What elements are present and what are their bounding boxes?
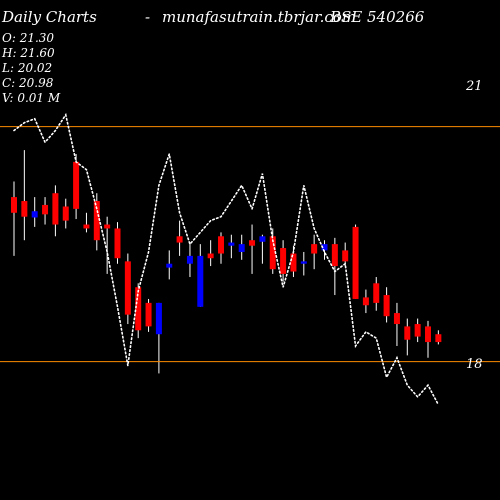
overlay-line-layer bbox=[13, 112, 440, 406]
lower-level-label: 18 bbox=[466, 357, 483, 372]
levels-layer bbox=[0, 126, 500, 363]
close-value: C: 20.98 bbox=[2, 76, 54, 90]
candle-body bbox=[166, 263, 173, 268]
candle-body bbox=[135, 287, 142, 331]
candle-body bbox=[300, 261, 307, 264]
site-name: munafasutrain.tbrjar.com bbox=[162, 8, 357, 26]
candle-body bbox=[331, 244, 338, 267]
symbol-label: BSE 540266 bbox=[330, 8, 425, 26]
candle-body bbox=[383, 295, 390, 317]
chart-title: Daily Charts bbox=[2, 8, 97, 26]
candle-body bbox=[176, 236, 183, 243]
overlay-line bbox=[13, 112, 440, 406]
candle-body bbox=[207, 253, 214, 259]
candle-body bbox=[342, 250, 349, 262]
candle-body bbox=[52, 193, 59, 225]
candle-body bbox=[42, 204, 49, 215]
upper-level-label: 21 bbox=[466, 79, 483, 94]
candle-body bbox=[186, 255, 193, 264]
candle-body bbox=[259, 236, 266, 242]
candle-body bbox=[352, 226, 359, 299]
candle-body bbox=[280, 248, 287, 274]
volume-value: V: 0.01 M bbox=[2, 91, 61, 105]
candle-body bbox=[197, 255, 204, 307]
low-value: L: 20.02 bbox=[2, 61, 53, 75]
header-dash: - bbox=[145, 8, 151, 26]
candle-body bbox=[249, 240, 256, 246]
candle-body bbox=[228, 242, 235, 246]
candle-body bbox=[73, 161, 80, 209]
candle-body bbox=[93, 201, 100, 241]
candle-body bbox=[362, 297, 369, 306]
candles-layer bbox=[11, 150, 442, 374]
candle-body bbox=[155, 302, 162, 335]
candle-body bbox=[114, 228, 121, 259]
candle-body bbox=[83, 224, 90, 229]
candle-body bbox=[21, 201, 28, 217]
candle-body bbox=[404, 326, 411, 340]
candle-body bbox=[11, 197, 17, 213]
candle-body bbox=[425, 326, 431, 343]
candle-body bbox=[393, 313, 400, 325]
candle-body bbox=[414, 324, 421, 337]
high-value: H: 21.60 bbox=[2, 46, 55, 60]
candle-body bbox=[269, 236, 276, 270]
candle-body bbox=[238, 244, 245, 252]
candle-body bbox=[62, 206, 69, 221]
candle-body bbox=[218, 236, 224, 254]
open-value: O: 21.30 bbox=[2, 31, 55, 45]
candle-body bbox=[373, 283, 380, 303]
candle-body bbox=[145, 302, 152, 327]
candle-body bbox=[104, 224, 111, 229]
candle-body bbox=[311, 244, 318, 254]
candle-body bbox=[124, 261, 131, 315]
candle-body bbox=[31, 211, 38, 218]
candle-body bbox=[290, 253, 297, 272]
candle-body bbox=[321, 244, 328, 251]
candle-body bbox=[435, 334, 442, 343]
